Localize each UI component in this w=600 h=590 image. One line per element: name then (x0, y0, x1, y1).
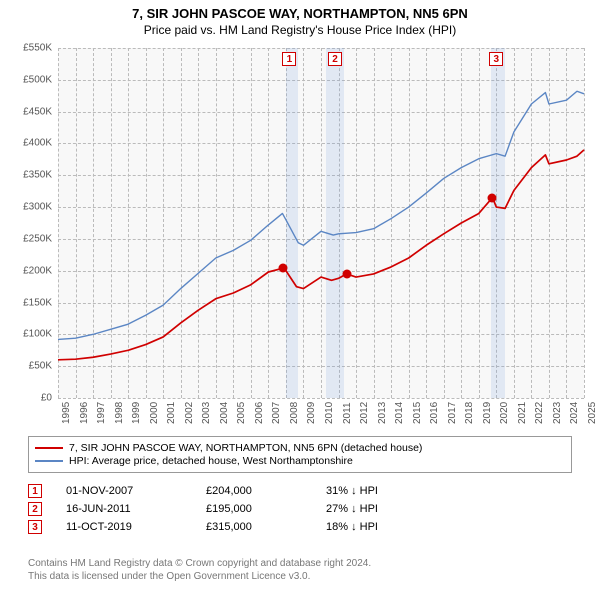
y-axis-label: £150K (23, 297, 52, 308)
legend-swatch (35, 460, 63, 462)
y-axis-label: £50K (29, 361, 52, 372)
legend-item: HPI: Average price, detached house, West… (35, 455, 565, 467)
sale-price: £315,000 (206, 521, 326, 533)
sale-marker: 2 (28, 502, 42, 516)
y-axis-label: £250K (23, 233, 52, 244)
y-axis-labels: £0£50K£100K£150K£200K£250K£300K£350K£400… (14, 48, 54, 398)
sale-point (342, 269, 351, 278)
sale-price: £204,000 (206, 485, 326, 497)
x-axis-label: 1999 (131, 402, 142, 424)
x-axis-label: 2022 (534, 402, 545, 424)
titles: 7, SIR JOHN PASCOE WAY, NORTHAMPTON, NN5… (0, 0, 600, 37)
chart-marker: 1 (282, 52, 296, 66)
y-axis-label: £500K (23, 74, 52, 85)
sales-row: 3 11-OCT-2019£315,00018% ↓ HPI (28, 520, 572, 534)
series-line-hpi (58, 91, 584, 339)
x-axis-label: 2025 (587, 402, 598, 424)
chart-title: 7, SIR JOHN PASCOE WAY, NORTHAMPTON, NN5… (0, 6, 600, 21)
chart-marker: 2 (328, 52, 342, 66)
chart-subtitle: Price paid vs. HM Land Registry's House … (0, 23, 600, 37)
legend-box: 7, SIR JOHN PASCOE WAY, NORTHAMPTON, NN5… (28, 436, 572, 473)
plot-area: 1 2 3 (58, 48, 584, 398)
sales-row: 1 01-NOV-2007£204,00031% ↓ HPI (28, 484, 572, 498)
sale-pct: 27% ↓ HPI (326, 503, 486, 515)
y-axis-label: £0 (41, 393, 52, 404)
x-axis-label: 2018 (464, 402, 475, 424)
sale-pct: 31% ↓ HPI (326, 485, 486, 497)
x-axis-label: 2002 (184, 402, 195, 424)
sale-marker: 1 (28, 484, 42, 498)
y-axis-label: £200K (23, 265, 52, 276)
y-axis-label: £300K (23, 202, 52, 213)
chart: £0 £50K £100K £150K £200K £250K £300K £350K £400… (14, 48, 584, 426)
legend-swatch (35, 447, 63, 449)
x-axis-label: 2003 (201, 402, 212, 424)
x-axis-label: 1996 (79, 402, 90, 424)
x-axis-label: 2016 (429, 402, 440, 424)
y-axis-label: £450K (23, 106, 52, 117)
y-axis-label: £100K (23, 329, 52, 340)
sale-date: 16-JUN-2011 (66, 503, 206, 515)
sale-pct: 18% ↓ HPI (326, 521, 486, 533)
gridline-v (584, 48, 585, 398)
x-axis-label: 2001 (166, 402, 177, 424)
y-axis-label: £400K (23, 138, 52, 149)
x-axis-label: 2024 (569, 402, 580, 424)
x-axis-label: 2017 (447, 402, 458, 424)
sale-point (488, 193, 497, 202)
footer-line-2: This data is licensed under the Open Gov… (28, 571, 371, 584)
sales-table: 1 01-NOV-2007£204,00031% ↓ HPI 2 16-JUN-201… (28, 480, 572, 538)
chart-lines (58, 48, 584, 398)
x-axis-label: 1995 (61, 402, 72, 424)
x-axis-label: 2006 (254, 402, 265, 424)
x-axis-label: 2008 (289, 402, 300, 424)
x-axis-label: 2010 (324, 402, 335, 424)
x-axis-label: 2015 (412, 402, 423, 424)
x-axis-label: 2023 (552, 402, 563, 424)
sales-row: 2 16-JUN-2011£195,00027% ↓ HPI (28, 502, 572, 516)
legend-item: 7, SIR JOHN PASCOE WAY, NORTHAMPTON, NN5… (35, 442, 565, 454)
x-axis-label: 2004 (219, 402, 230, 424)
sale-marker: 3 (28, 520, 42, 534)
x-axis-label: 2011 (342, 402, 353, 424)
series-line-property (58, 150, 584, 360)
x-axis-label: 2009 (306, 402, 317, 424)
legend-label: HPI: Average price, detached house, West… (69, 455, 353, 467)
footer-text: Contains HM Land Registry data © Crown c… (28, 558, 371, 583)
gridline-h (58, 398, 584, 399)
x-axis-label: 1997 (96, 402, 107, 424)
footer-line-1: Contains HM Land Registry data © Crown c… (28, 558, 371, 571)
chart-marker: 3 (489, 52, 503, 66)
x-axis-label: 2014 (394, 402, 405, 424)
x-axis-label: 2012 (359, 402, 370, 424)
chart-container: 7, SIR JOHN PASCOE WAY, NORTHAMPTON, NN5… (0, 0, 600, 590)
x-axis-label: 2020 (499, 402, 510, 424)
sale-date: 01-NOV-2007 (66, 485, 206, 497)
sale-price: £195,000 (206, 503, 326, 515)
x-axis-label: 2000 (149, 402, 160, 424)
y-axis-label: £550K (23, 43, 52, 54)
x-axis-label: 2007 (271, 402, 282, 424)
x-axis-label: 2021 (517, 402, 528, 424)
x-axis-labels: 1995 1996 1997 1998 1999 2000 2001 2002 2003 2004… (58, 400, 584, 426)
legend-label: 7, SIR JOHN PASCOE WAY, NORTHAMPTON, NN5… (69, 442, 422, 454)
x-axis-label: 1998 (114, 402, 125, 424)
x-axis-label: 2019 (482, 402, 493, 424)
sale-date: 11-OCT-2019 (66, 521, 206, 533)
sale-point (278, 264, 287, 273)
x-axis-label: 2005 (236, 402, 247, 424)
x-axis-label: 2013 (377, 402, 388, 424)
y-axis-label: £350K (23, 170, 52, 181)
